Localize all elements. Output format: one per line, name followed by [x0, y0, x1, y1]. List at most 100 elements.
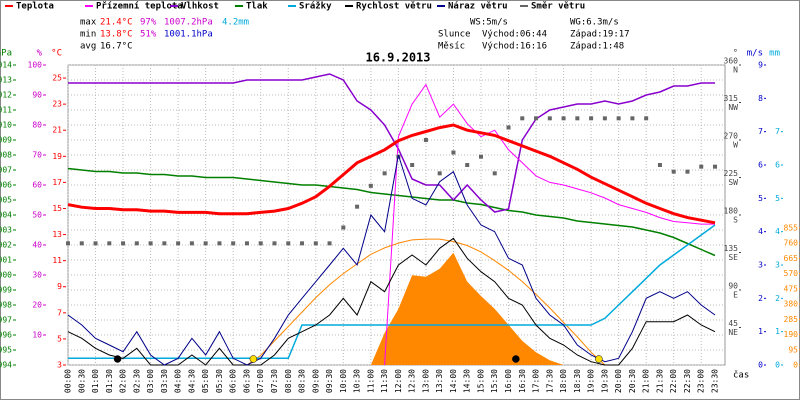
y-tick-label: 135 [724, 244, 739, 253]
y-tick-label: 5 [758, 194, 763, 203]
series-line [246, 238, 606, 366]
y-tick-label: 1013 [0, 76, 12, 85]
y-tick-label: 9 [57, 282, 62, 291]
direction-mark [217, 241, 222, 246]
x-tick-label: 18:30 [573, 369, 582, 393]
stat-value: 16.7°C [100, 42, 133, 52]
moon-set-icon [113, 355, 122, 363]
y-tick-label: 1012 [0, 91, 12, 100]
y-tick-label: 6 [775, 161, 780, 170]
direction-mark [644, 116, 649, 121]
y-tick-label: 25 [52, 74, 62, 83]
y-tick-label: 11 [52, 256, 62, 265]
y-tick-label: 1002 [0, 241, 12, 250]
x-tick-label: 14:30 [463, 369, 472, 393]
x-tick-label: 04:30 [187, 369, 196, 393]
direction-mark [630, 116, 635, 121]
y-tick-label: 0 [793, 361, 798, 370]
direction-mark [547, 116, 552, 121]
y-tick-label: 999 [0, 286, 12, 295]
y-tick-label: 1001 [0, 256, 12, 265]
x-tick-label: 03:00 [146, 369, 155, 393]
x-tick-label: 07:00 [256, 369, 265, 393]
y-tick-label: 60 [32, 181, 42, 190]
direction-mark [437, 171, 442, 176]
stat-value: 21.4°C [100, 18, 133, 28]
legend-label: Náraz větru [448, 1, 508, 12]
x-tick-label: 18:00 [559, 369, 568, 393]
x-tick-label: 02:00 [119, 369, 128, 393]
direction-mark [286, 241, 291, 246]
y-tick-label: 4 [775, 227, 780, 236]
y-tick-label: 1014 [0, 61, 12, 70]
direction-mark [93, 241, 98, 246]
direction-mark [231, 241, 236, 246]
direction-mark [520, 116, 525, 121]
x-tick-label: 23:00 [697, 369, 706, 393]
x-tick-label: 08:00 [284, 369, 293, 393]
direction-mark [355, 204, 360, 209]
y-tick-label: 2 [775, 294, 780, 303]
y-tick-label: 360 [724, 57, 739, 66]
stat-value: 4.2mm [222, 18, 249, 28]
direction-mark [189, 241, 194, 246]
compass-label: NE [728, 328, 738, 337]
direction-mark [162, 241, 167, 246]
direction-mark [561, 116, 566, 121]
legend-label: Směr větru [531, 1, 585, 12]
x-tick-label: 02:30 [132, 369, 141, 393]
moon-rise: Východ:16:16 [482, 42, 547, 52]
x-tick-label: 01:30 [105, 369, 114, 393]
direction-mark [410, 163, 415, 167]
direction-mark [258, 241, 263, 246]
x-tick-label: 17:00 [532, 369, 541, 393]
direction-mark [176, 241, 181, 246]
y-tick-label: 50 [32, 211, 42, 220]
y-tick-label: 1 [758, 327, 763, 336]
y-tick-label: 380 [784, 300, 799, 309]
direction-mark [368, 183, 373, 188]
axis-unit: m/s [747, 49, 763, 59]
direction-mark [506, 125, 511, 130]
direction-mark [313, 241, 318, 246]
wind-stat: WG:6.3m/s [570, 18, 619, 28]
y-tick-label: 6 [758, 161, 763, 170]
y-tick-label: 315 [724, 94, 739, 103]
legend-label: Teplota [16, 2, 54, 12]
y-tick-label: 13 [52, 230, 62, 239]
y-tick-label: 45 [728, 319, 738, 328]
y-tick-label: 17 [52, 178, 62, 187]
y-tick-label: 180 [724, 207, 739, 216]
stat-value: 13.8°C [100, 30, 133, 40]
x-tick-label: 11:00 [366, 369, 375, 393]
direction-mark [107, 241, 112, 246]
legend-label: Vlhkost [181, 2, 219, 12]
x-tick-label: 06:00 [229, 369, 238, 393]
y-tick-label: 1006 [0, 181, 12, 190]
y-tick-label: 270 [724, 132, 739, 141]
compass-label: W [733, 141, 738, 150]
direction-mark [300, 241, 305, 246]
direction-mark [66, 241, 70, 246]
y-tick-label: 3 [758, 261, 763, 270]
y-tick-label: 1008 [0, 151, 12, 160]
direction-mark [534, 116, 539, 121]
y-tick-label: 80 [32, 121, 42, 130]
y-tick-label: 19 [52, 152, 62, 161]
compass-label: SW [728, 178, 738, 187]
x-tick-label: 00:00 [64, 369, 73, 393]
x-tick-label: 11:30 [380, 369, 389, 393]
x-tick-label: 22:30 [683, 369, 692, 393]
y-tick-label: 1005 [0, 196, 12, 205]
y-tick-label: 855 [784, 223, 799, 232]
direction-mark [341, 225, 346, 230]
axis-unit: % [37, 49, 43, 59]
y-tick-label: 998 [0, 301, 12, 310]
x-tick-label: 12:30 [408, 369, 417, 393]
y-tick-label: 8 [758, 94, 763, 103]
direction-mark [671, 169, 676, 174]
series-line [68, 73, 715, 213]
stat-label: max [80, 18, 97, 28]
direction-mark [575, 116, 580, 121]
